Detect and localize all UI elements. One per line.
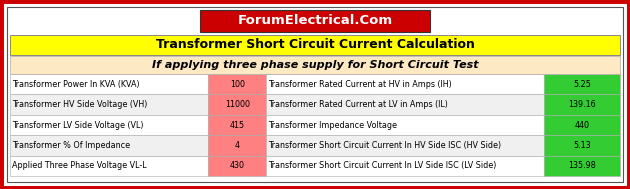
Bar — [209, 156, 266, 176]
Text: Transformer HV Side Voltage (VH): Transformer HV Side Voltage (VH) — [12, 100, 147, 109]
Text: 430: 430 — [230, 161, 244, 170]
Bar — [544, 135, 620, 156]
Bar — [266, 94, 544, 115]
Bar — [266, 74, 544, 94]
Text: 139.16: 139.16 — [568, 100, 596, 109]
Text: Transformer Rated Current at LV in Amps (IL): Transformer Rated Current at LV in Amps … — [268, 100, 448, 109]
Text: Applied Three Phase Voltage VL-L: Applied Three Phase Voltage VL-L — [12, 161, 147, 170]
Text: Transformer Rated Current at HV in Amps (IH): Transformer Rated Current at HV in Amps … — [268, 80, 452, 89]
Bar — [10, 74, 209, 94]
Bar — [10, 135, 209, 156]
Text: ForumElectrical.Com: ForumElectrical.Com — [238, 15, 392, 28]
Bar — [544, 74, 620, 94]
Bar — [544, 115, 620, 135]
Bar — [266, 135, 544, 156]
Bar — [10, 35, 620, 55]
Bar — [266, 115, 544, 135]
Text: Transformer % Of Impedance: Transformer % Of Impedance — [12, 141, 130, 150]
Bar — [209, 74, 266, 94]
Bar — [544, 94, 620, 115]
Text: If applying three phase supply for Short Circuit Test: If applying three phase supply for Short… — [152, 60, 478, 70]
Text: Transformer Power In KVA (KVA): Transformer Power In KVA (KVA) — [12, 80, 140, 89]
Bar — [209, 94, 266, 115]
Text: Transformer Short Circuit Current Calculation: Transformer Short Circuit Current Calcul… — [156, 39, 474, 51]
Bar — [200, 10, 430, 32]
Text: Transformer Short Circuit Current In LV Side ISC (LV Side): Transformer Short Circuit Current In LV … — [268, 161, 496, 170]
Text: Transformer Impedance Voltage: Transformer Impedance Voltage — [268, 121, 397, 129]
Bar — [10, 56, 620, 74]
Text: 415: 415 — [230, 121, 245, 129]
Bar — [209, 135, 266, 156]
Bar — [10, 156, 209, 176]
Bar — [10, 94, 209, 115]
Text: 11000: 11000 — [225, 100, 249, 109]
Bar — [266, 156, 544, 176]
Text: 4: 4 — [235, 141, 240, 150]
Text: 440: 440 — [575, 121, 590, 129]
Text: 5.25: 5.25 — [573, 80, 591, 89]
Text: 135.98: 135.98 — [568, 161, 596, 170]
Text: 100: 100 — [230, 80, 244, 89]
Bar — [209, 115, 266, 135]
Bar — [10, 115, 209, 135]
Text: Transformer Short Circuit Current In HV Side ISC (HV Side): Transformer Short Circuit Current In HV … — [268, 141, 501, 150]
Text: 5.13: 5.13 — [573, 141, 591, 150]
Text: Transformer LV Side Voltage (VL): Transformer LV Side Voltage (VL) — [12, 121, 144, 129]
Bar — [544, 156, 620, 176]
